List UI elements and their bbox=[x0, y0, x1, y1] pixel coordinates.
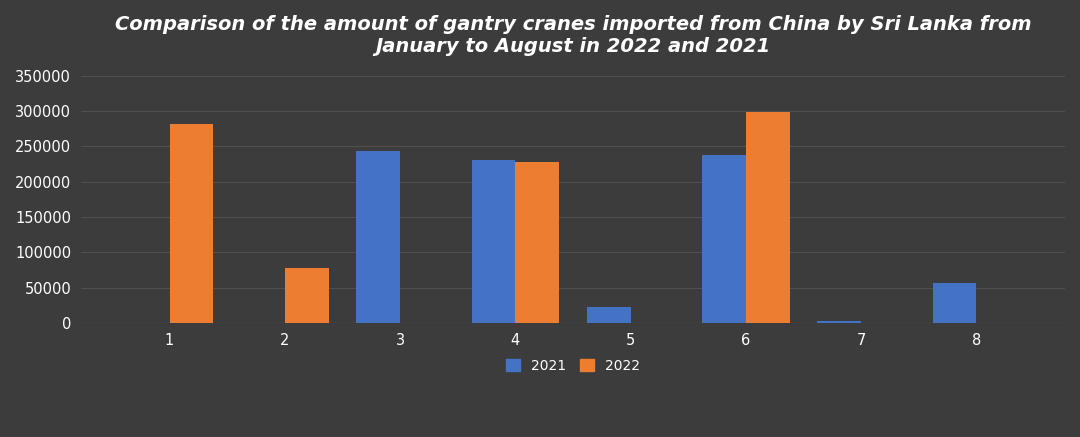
Bar bbox=[746, 112, 789, 323]
Bar bbox=[170, 124, 214, 323]
Bar bbox=[515, 162, 559, 323]
Bar bbox=[356, 151, 400, 323]
Title: Comparison of the amount of gantry cranes imported from China by Sri Lanka from
: Comparison of the amount of gantry crane… bbox=[114, 15, 1031, 56]
Bar bbox=[818, 321, 861, 323]
Bar bbox=[933, 283, 976, 323]
Bar bbox=[702, 155, 746, 323]
Bar bbox=[285, 268, 328, 323]
Bar bbox=[586, 308, 631, 323]
Legend: 2021, 2022: 2021, 2022 bbox=[499, 352, 647, 380]
Bar bbox=[472, 160, 515, 323]
